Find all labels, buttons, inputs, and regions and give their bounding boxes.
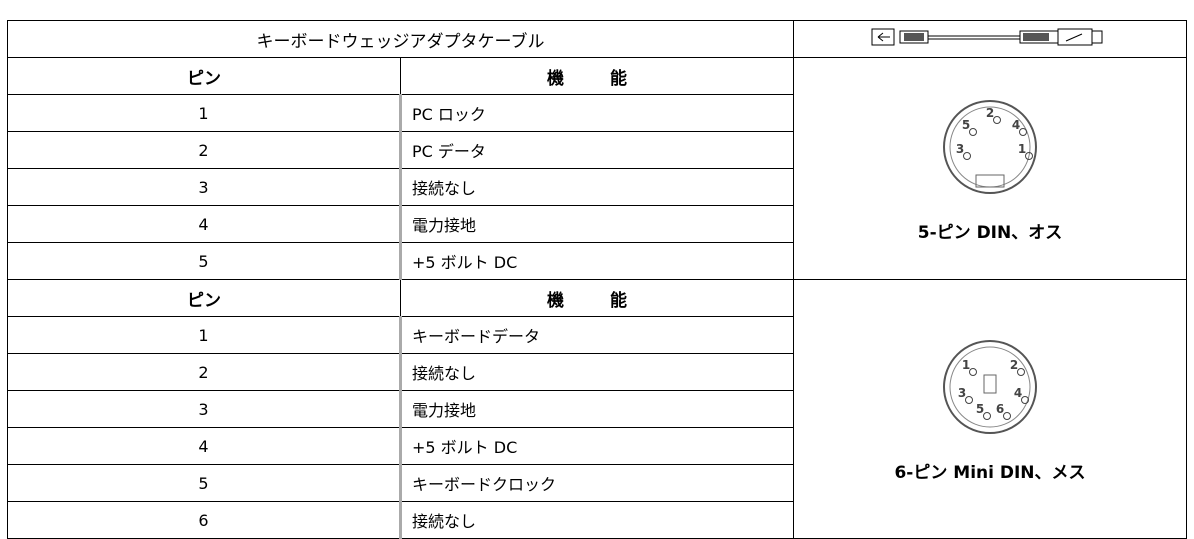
pinout-table: キーボードウェッジアダプタケーブル ピン機 能 2 5 4 3 1 5-ピン DIN、オス 1… <box>7 20 1187 539</box>
pin-number: 2 <box>986 106 994 120</box>
connector-inner <box>949 346 1031 428</box>
pin-number-cell: 5 <box>7 242 401 280</box>
cable-icon <box>871 28 1103 46</box>
connector-outline <box>943 99 1037 194</box>
function-cell: 接続なし <box>399 501 794 539</box>
pin-row: 1 キーボードデータ <box>7 316 1187 354</box>
pin-row: 5 キーボードクロック <box>7 464 1187 502</box>
pin-number: 4 <box>1014 386 1022 400</box>
pin-hole <box>965 396 973 404</box>
pin-hole <box>1017 368 1025 376</box>
pin-number: 3 <box>958 386 966 400</box>
pin-number-cell: 1 <box>7 316 401 354</box>
function-cell: キーボードデータ <box>399 316 794 354</box>
function-cell: +5 ボルト DC <box>399 242 794 280</box>
pin-number-cell: 2 <box>7 131 401 169</box>
pin-header: ピン <box>7 57 401 95</box>
function-cell: キーボードクロック <box>399 464 794 502</box>
function-header: 機 能 <box>400 57 794 95</box>
pin-number: 5 <box>976 402 984 416</box>
connector-label: 6-ピン Mini DIN、メス <box>894 463 1086 483</box>
pin-number-cell: 2 <box>7 353 401 391</box>
function-cell: 接続なし <box>399 353 794 391</box>
pin-row: 3 電力接地 <box>7 390 1187 428</box>
function-cell: +5 ボルト DC <box>399 427 794 465</box>
pin-row: 2 接続なし <box>7 353 1187 391</box>
connector-diagram: 2 5 4 3 1 <box>943 99 1037 194</box>
pin-hole <box>1019 127 1027 136</box>
column-header-row: ピン機 能 1 2 3 4 5 6 6-ピン Mini DIN、メス <box>7 279 1187 539</box>
pin-row: 4 電力接地 <box>7 205 1187 243</box>
connector-cell: 2 5 4 3 1 5-ピン DIN、オス <box>793 57 1187 280</box>
pin-number: 6 <box>996 402 1004 416</box>
function-cell: PC ロック <box>399 94 794 132</box>
connector-key <box>983 374 997 394</box>
function-header: 機 能 <box>400 279 794 317</box>
pin-hole <box>1021 396 1029 404</box>
pin-number: 3 <box>956 142 964 156</box>
pin-hole <box>1025 151 1033 160</box>
function-cell: 電力接地 <box>399 205 794 243</box>
pin-row: 5 +5 ボルト DC <box>7 242 1187 280</box>
pin-hole <box>969 127 977 136</box>
pin-number: 1 <box>1018 142 1026 156</box>
function-cell: 接続なし <box>399 168 794 206</box>
column-header-row: ピン機 能 2 5 4 3 1 5-ピン DIN、オス <box>7 57 1187 280</box>
pin-hole <box>1003 412 1011 420</box>
pin-number: 4 <box>1012 118 1020 132</box>
pin-row: 1 PC ロック <box>7 94 1187 132</box>
pin-number: 5 <box>962 118 970 132</box>
connector-cell: 1 2 3 4 5 6 6-ピン Mini DIN、メス <box>793 279 1187 539</box>
pin-number-cell: 4 <box>7 205 401 243</box>
function-cell: PC データ <box>399 131 794 169</box>
connector-label: 5-ピン DIN、オス <box>917 222 1063 243</box>
pin-number-cell: 6 <box>7 501 401 539</box>
pin-number-cell: 1 <box>7 94 401 132</box>
connector-outline <box>943 340 1037 434</box>
pin-number-cell: 5 <box>7 464 401 502</box>
pin-header: ピン <box>7 279 401 317</box>
pin-hole <box>983 412 991 420</box>
pin-number: 1 <box>962 358 970 372</box>
header-row: キーボードウェッジアダプタケーブル <box>7 20 1187 58</box>
pin-row: 3 接続なし <box>7 168 1187 206</box>
pin-row: 4 +5 ボルト DC <box>7 427 1187 465</box>
pin-hole <box>993 115 1001 124</box>
pin-number-cell: 4 <box>7 427 401 465</box>
cable-image <box>793 20 1187 58</box>
pin-hole <box>969 368 977 376</box>
function-cell: 電力接地 <box>399 390 794 428</box>
pin-number-cell: 3 <box>7 390 401 428</box>
connector-diagram: 1 2 3 4 5 6 <box>943 340 1037 434</box>
connector-key <box>975 174 1005 187</box>
pin-number-cell: 3 <box>7 168 401 206</box>
pin-number: 2 <box>1010 358 1018 372</box>
pin-hole <box>963 151 971 160</box>
cable-title: キーボードウェッジアダプタケーブル <box>7 20 794 58</box>
